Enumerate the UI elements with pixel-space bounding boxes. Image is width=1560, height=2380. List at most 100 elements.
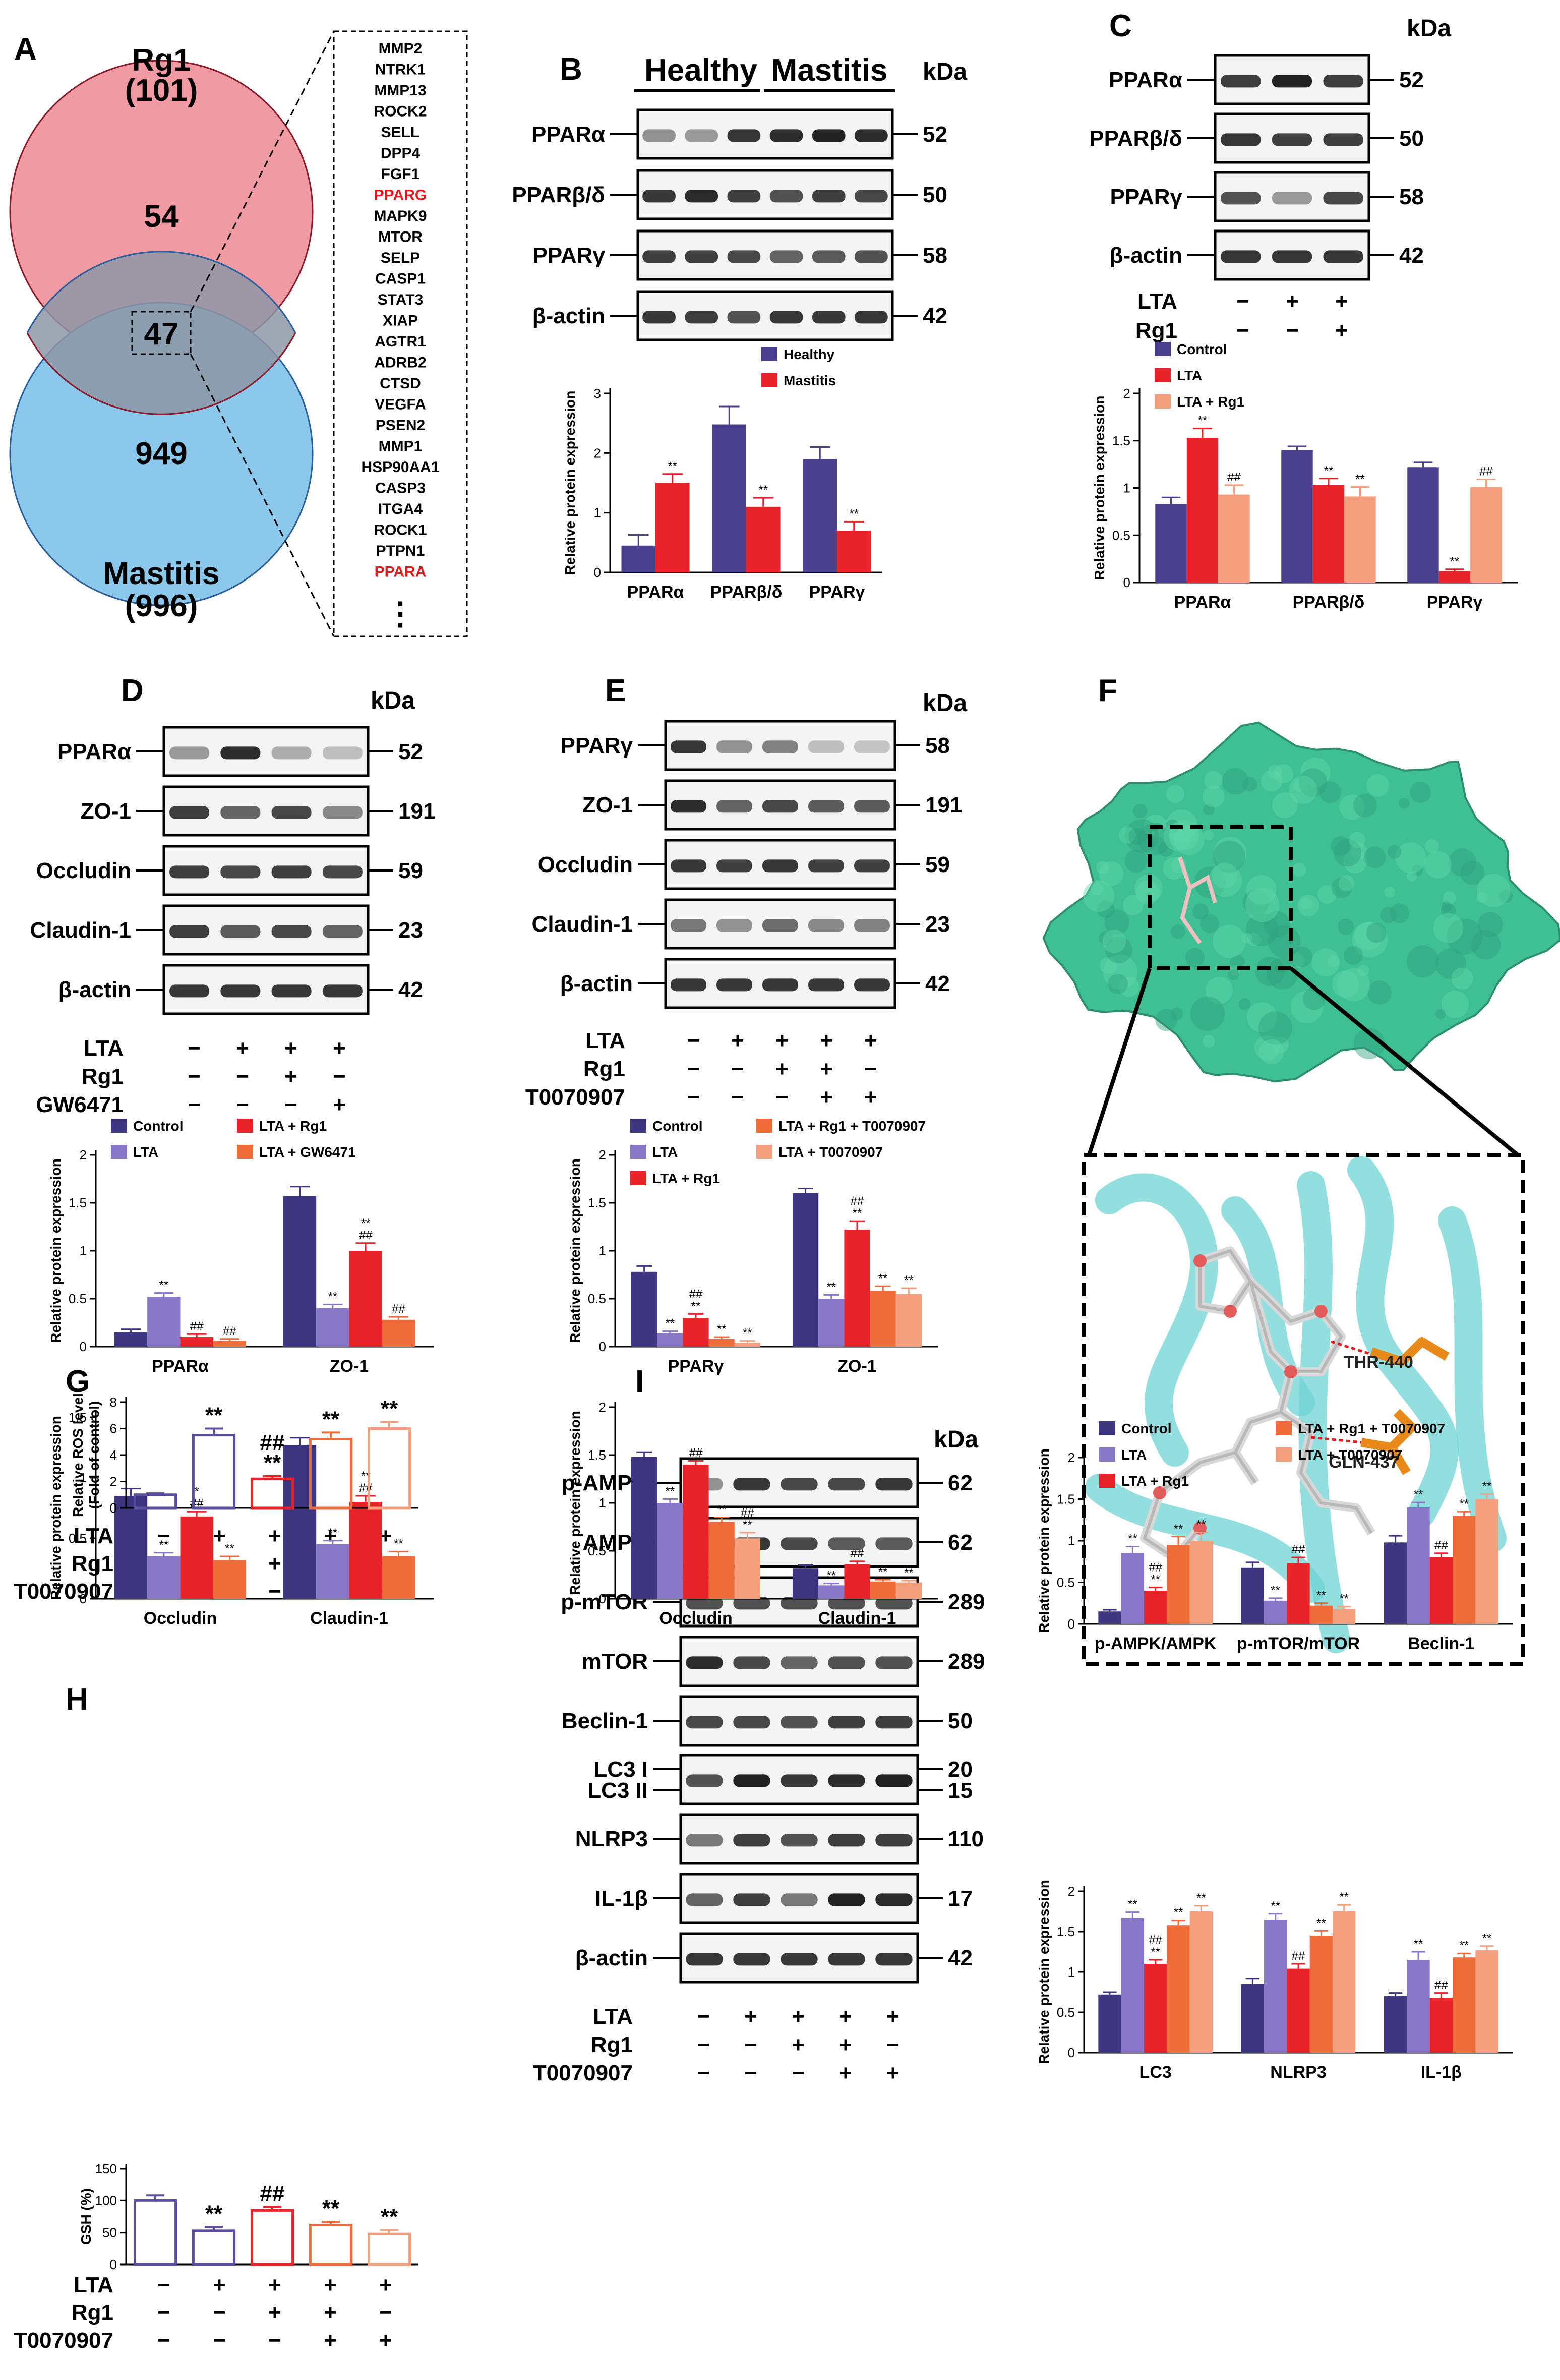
y-tick-label: 1.5 <box>1057 1492 1075 1507</box>
blot-label-NLRP3: NLRP3 <box>575 1827 648 1851</box>
gene-agtr1: AGTR1 <box>375 333 426 350</box>
significance-label: ## <box>689 1446 703 1460</box>
bar <box>621 545 655 572</box>
bar <box>1189 1911 1213 2053</box>
overlap-count: 47 <box>144 317 179 352</box>
legend-swatch <box>1276 1421 1292 1435</box>
legend-label: LTA <box>133 1144 158 1160</box>
surface-bump <box>1289 776 1317 804</box>
y-tick-label: 0 <box>80 1339 87 1354</box>
significance-label: ** <box>322 1407 340 1431</box>
bar <box>349 1502 382 1599</box>
legend-label: Control <box>1177 341 1227 357</box>
category-label: Claudin-1 <box>818 1609 896 1628</box>
significance-label: ** <box>1128 1898 1137 1911</box>
significance-label: ## <box>1434 1539 1448 1552</box>
surface-bump <box>1102 930 1126 953</box>
legend-label: LTA <box>652 1144 678 1160</box>
legend-C: Control LTA LTA + Rg1 <box>1155 341 1244 410</box>
band <box>875 1893 913 1906</box>
surface-bump <box>1083 880 1115 912</box>
blot-label-β-actin: β-actin <box>532 304 605 328</box>
treatment-sign: + <box>864 1028 877 1053</box>
surface-bump <box>1243 889 1270 916</box>
band <box>808 740 844 753</box>
treatment-sign: + <box>333 1092 346 1117</box>
category-label: Occludin <box>659 1609 732 1628</box>
band <box>828 1656 865 1669</box>
gene-stat3: STAT3 <box>378 292 424 308</box>
band <box>781 1834 818 1847</box>
surface-bump <box>1258 1011 1292 1045</box>
surface-bump <box>1203 830 1214 841</box>
bar <box>683 1318 709 1347</box>
kda-value: 52 <box>923 122 947 147</box>
treatment-sign: + <box>792 2004 805 2029</box>
significance-label: ## <box>851 1547 864 1560</box>
treatment-sign: + <box>820 1057 833 1081</box>
treatment-sign: + <box>792 2033 805 2057</box>
significance-label: ** <box>159 1279 168 1292</box>
surface-bump <box>1451 967 1473 990</box>
kda-header: kDa <box>371 687 415 714</box>
significance-label: ** <box>1316 1916 1326 1930</box>
treatment-sign: + <box>1335 289 1348 314</box>
gene-itga4: ITGA4 <box>378 501 423 517</box>
band <box>642 190 676 203</box>
surface-bump <box>1298 768 1328 797</box>
y-tick-label: 1 <box>80 1470 87 1485</box>
legend-label: Control <box>1121 1421 1172 1436</box>
category-label: PPARγ <box>668 1357 724 1376</box>
band <box>762 978 798 992</box>
band <box>1323 250 1363 263</box>
bar <box>1144 1591 1167 1624</box>
band <box>733 1656 770 1669</box>
surface-bump <box>1399 798 1410 809</box>
surface-bump <box>1443 891 1456 905</box>
blot-label-PPARγ: PPARγ <box>1110 185 1183 209</box>
bar <box>708 1522 735 1599</box>
significance-label: ** <box>1174 1522 1183 1536</box>
surface-bump <box>1351 842 1367 859</box>
surface-bump <box>1357 964 1369 977</box>
kda-value: 15 <box>948 1778 973 1803</box>
surface-bump <box>1128 828 1146 845</box>
bar <box>1264 1600 1287 1624</box>
ligand-small <box>1178 856 1217 945</box>
treatment-sign: − <box>687 1057 700 1081</box>
band <box>733 1716 770 1729</box>
band <box>220 925 261 938</box>
panel-label-e: E <box>605 673 626 708</box>
kda-value: 58 <box>923 243 947 268</box>
significance-label: ** <box>1128 1532 1137 1546</box>
surface-bump <box>1300 757 1331 788</box>
treatment-sign: − <box>864 1057 877 1081</box>
kda-value: 50 <box>1399 126 1424 151</box>
bar <box>844 1230 870 1347</box>
band <box>781 1656 818 1669</box>
treatment-sign: + <box>213 1524 226 1548</box>
legend-swatch <box>761 347 777 361</box>
mastitis-count: (996) <box>125 589 198 623</box>
surface-bump <box>1261 770 1282 792</box>
significance-label: ** <box>849 507 859 520</box>
band <box>781 1774 818 1787</box>
treatment-label-LTA: LTA <box>593 2004 633 2029</box>
blot-label-β-actin: β-actin <box>575 1946 648 1970</box>
surface-bump <box>1123 895 1144 915</box>
treatment-tables: LTA − + + Rg1 − − + LTA − + + + Rg1 − − + − GW6471 − − − + LTA −… <box>14 289 1348 2353</box>
y-tick-label: 0 <box>599 1339 606 1354</box>
treatment-sign: − <box>157 2300 170 2325</box>
significance-label: ** <box>665 1317 675 1330</box>
significance-label: ** <box>1271 1899 1280 1913</box>
significance-label: ## ** <box>1149 1560 1162 1586</box>
band <box>271 806 312 819</box>
treatment-sign: − <box>188 1036 201 1061</box>
bar <box>803 459 837 572</box>
panel-label-f: F <box>1098 673 1117 708</box>
bar <box>712 424 746 572</box>
band <box>322 865 363 879</box>
significance-label: ** <box>717 1503 727 1517</box>
bar <box>837 531 871 572</box>
band <box>1221 192 1261 205</box>
